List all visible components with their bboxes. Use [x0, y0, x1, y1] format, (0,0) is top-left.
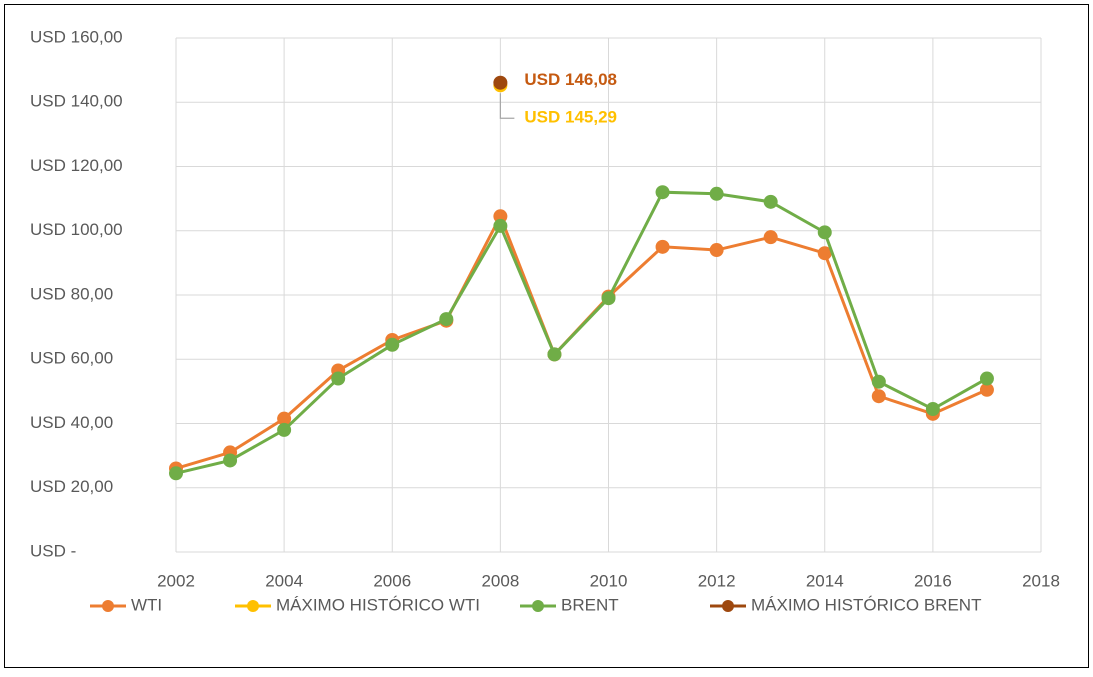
y-tick-label: USD 20,00: [30, 477, 113, 496]
legend-label: BRENT: [561, 595, 619, 614]
data-point: [277, 411, 292, 426]
data-point: [817, 246, 832, 261]
x-tick-label: 2016: [914, 571, 952, 590]
legend-marker: [722, 600, 734, 612]
data-point: [655, 239, 670, 254]
data-point: [439, 312, 454, 327]
x-tick-label: 2014: [806, 571, 844, 590]
y-tick-label: USD 120,00: [30, 156, 123, 175]
x-tick-label: 2002: [157, 571, 195, 590]
data-label: USD 146,08: [524, 70, 617, 89]
legend-label: WTI: [131, 595, 162, 614]
data-point: [331, 371, 346, 386]
data-point: [601, 291, 616, 306]
x-tick-label: 2006: [373, 571, 411, 590]
data-point: [979, 371, 994, 386]
x-tick-label: 2018: [1022, 571, 1060, 590]
data-point: [709, 186, 724, 201]
x-tick-label: 2012: [698, 571, 736, 590]
data-point: [709, 243, 724, 258]
data-label: USD 145,29: [524, 108, 617, 127]
data-point: [277, 422, 292, 437]
y-tick-label: USD -: [30, 541, 76, 560]
data-point: [223, 453, 238, 468]
y-tick-label: USD 160,00: [30, 27, 123, 46]
data-point: [871, 374, 886, 389]
legend-marker: [247, 600, 259, 612]
data-point: [493, 75, 508, 90]
legend-marker: [102, 600, 114, 612]
data-point: [925, 402, 940, 417]
data-point: [979, 382, 994, 397]
data-point: [493, 218, 508, 233]
y-tick-label: USD 60,00: [30, 349, 113, 368]
leader-line: [499, 93, 515, 119]
legend-label: MÁXIMO HISTÓRICO BRENT: [751, 595, 981, 614]
series-line: [175, 190, 988, 475]
y-tick-label: USD 80,00: [30, 284, 113, 303]
x-tick-label: 2004: [265, 571, 303, 590]
legend-marker: [532, 600, 544, 612]
data-point: [763, 194, 778, 209]
y-tick-label: USD 40,00: [30, 413, 113, 432]
data-point: [763, 230, 778, 245]
y-tick-label: USD 100,00: [30, 220, 123, 239]
data-point: [817, 225, 832, 240]
data-point: [655, 185, 670, 200]
x-tick-label: 2008: [481, 571, 519, 590]
data-point: [547, 347, 562, 362]
legend-label: MÁXIMO HISTÓRICO WTI: [276, 595, 480, 614]
data-point: [385, 337, 400, 352]
y-tick-label: USD 140,00: [30, 92, 123, 111]
x-tick-label: 2010: [590, 571, 628, 590]
data-point: [169, 466, 183, 481]
data-point: [871, 389, 886, 404]
data-point: [493, 209, 508, 224]
